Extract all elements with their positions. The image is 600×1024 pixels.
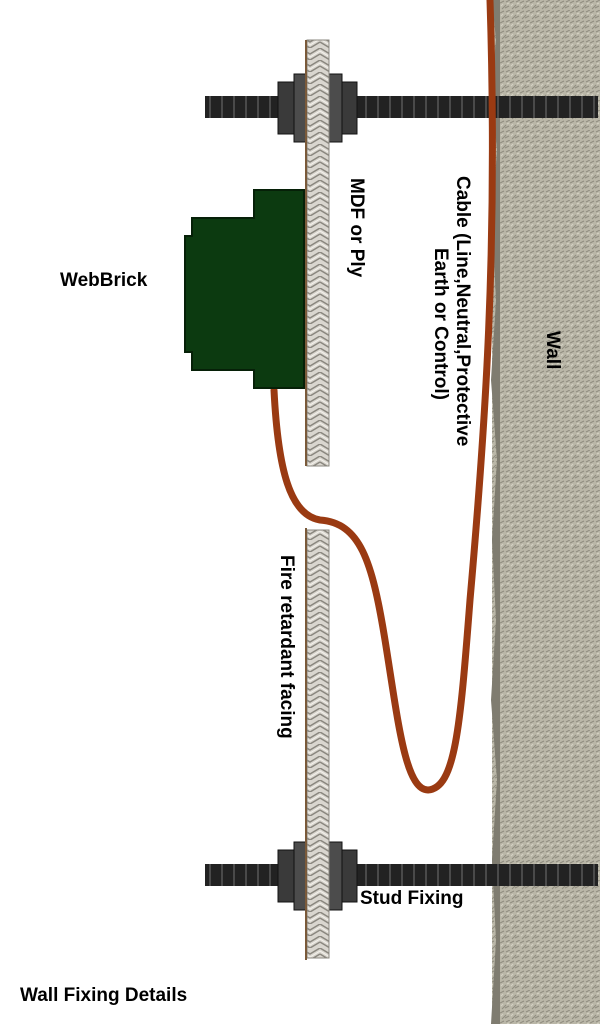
cable-label-line2: Earth or Control)	[430, 248, 451, 400]
webbrick-label: WebBrick	[60, 270, 148, 291]
wall-label: Wall	[542, 331, 563, 370]
facing-label: Fire retardant facing	[276, 555, 297, 739]
stud-fixing-upper	[205, 73, 598, 143]
fire-retardant-facing	[305, 528, 330, 960]
page-title: Wall Fixing Details	[20, 985, 188, 1006]
cable	[270, 0, 496, 794]
webbrick-device	[184, 189, 305, 389]
wall	[491, 0, 600, 1024]
board-label: MDF or Ply	[346, 178, 367, 278]
cable-label-line1: Cable (Line,Neutral,Protective	[452, 176, 473, 447]
stud-fixing-label: Stud Fixing	[360, 888, 464, 909]
mdf-board	[305, 39, 330, 467]
